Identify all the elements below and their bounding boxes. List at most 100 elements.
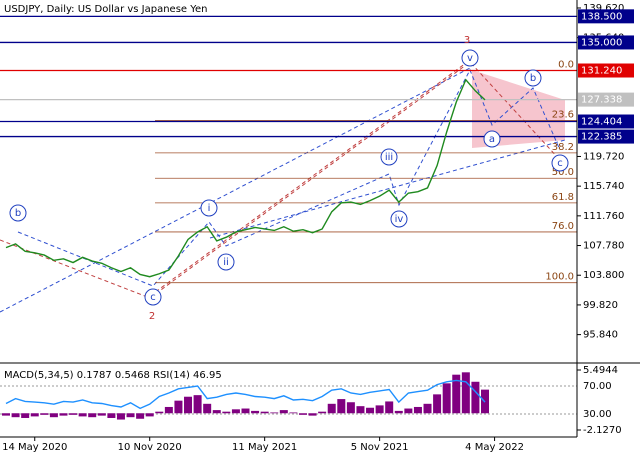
y2-tick-label: 70.00 xyxy=(583,381,612,392)
level-box xyxy=(578,129,634,144)
wave-label: v xyxy=(467,53,473,64)
macd-bar xyxy=(2,413,10,416)
macd-bar xyxy=(308,413,317,416)
macd-bar xyxy=(164,406,173,414)
wave-circle xyxy=(200,199,218,217)
macd-bar xyxy=(452,374,461,414)
level-label: 131.240 xyxy=(581,66,622,77)
x-tick-label: 11 May 2021 xyxy=(232,442,297,453)
level-label: 122.385 xyxy=(581,132,622,143)
macd-bar xyxy=(270,412,279,414)
indicator-label: MACD(5,34,5) 0.1787 0.5468 RSI(14) 46.95 xyxy=(4,370,222,381)
macd-bar xyxy=(97,413,106,416)
wave-label: b xyxy=(15,208,21,219)
macd-bar xyxy=(327,403,336,414)
macd-bar xyxy=(59,413,68,416)
wave-label: ii xyxy=(223,257,229,268)
macd-bar xyxy=(337,399,346,414)
macd-bar xyxy=(193,395,202,414)
wave-label: iv xyxy=(395,214,404,225)
y-tick-label: -2.1270 xyxy=(583,425,622,436)
wave-path xyxy=(0,61,561,299)
level-box xyxy=(578,114,634,129)
wave-label: 3 xyxy=(464,35,470,46)
y-tick-label: 107.780 xyxy=(583,241,624,252)
macd-bar xyxy=(78,413,87,417)
macd-bar xyxy=(136,413,145,419)
y-tick-label: 99.820 xyxy=(583,300,618,311)
macd-bar xyxy=(116,413,125,420)
macd-bar xyxy=(366,407,375,414)
wave-label: b xyxy=(530,73,536,84)
macd-bar xyxy=(375,405,384,414)
fib-label: 38.2 xyxy=(552,142,574,153)
wave-circle xyxy=(524,69,542,87)
wave-circle xyxy=(461,49,479,67)
macd-bar xyxy=(145,413,154,417)
y-tick-label: 119.720 xyxy=(583,151,624,162)
wave-circle xyxy=(144,288,162,306)
y2-tick-label: 30.00 xyxy=(583,409,612,420)
macd-bar xyxy=(212,410,221,414)
y-tick-label: 111.760 xyxy=(583,211,624,222)
macd-bar xyxy=(88,413,97,418)
level-box xyxy=(578,63,634,78)
rsi-line xyxy=(5,379,486,410)
macd-bar xyxy=(346,402,355,414)
fib-label: 23.6 xyxy=(552,109,574,120)
y-tick-label: 115.740 xyxy=(583,181,624,192)
macd-bar xyxy=(155,411,164,414)
macd-bar xyxy=(11,413,20,418)
x-tick-label: 10 Nov 2020 xyxy=(118,442,182,453)
y-tick-label: 139.620 xyxy=(583,3,624,14)
wave-path xyxy=(17,68,561,287)
level-box xyxy=(578,92,634,107)
wave-label: a xyxy=(489,134,495,145)
chart-title: USDJPY, Daily: US Dollar vs Japanese Yen xyxy=(4,4,208,15)
level-label: 124.404 xyxy=(581,117,622,128)
wave-label: iii xyxy=(385,152,393,163)
macd-bar xyxy=(279,410,288,414)
macd-bar xyxy=(413,406,422,414)
macd-bar xyxy=(21,413,30,418)
macd-bar xyxy=(461,372,470,414)
wave-label: c xyxy=(150,292,156,303)
fib-label: 61.8 xyxy=(552,192,574,203)
macd-bar xyxy=(260,411,269,414)
x-tick-label: 14 May 2020 xyxy=(2,442,67,453)
plot: 139.620135.640119.720115.740111.760107.7… xyxy=(0,3,634,453)
wave-label: c xyxy=(557,158,563,169)
macd-bar xyxy=(231,409,240,414)
macd-bar xyxy=(30,413,39,417)
macd-bar xyxy=(394,410,403,414)
wave-circle xyxy=(9,204,27,222)
price-line xyxy=(5,78,486,278)
level-label: 135.000 xyxy=(581,37,622,48)
macd-bar xyxy=(222,411,231,414)
macd-bar xyxy=(318,411,327,414)
macd-bar xyxy=(289,412,298,414)
macd-bar xyxy=(433,394,442,414)
wave-circle xyxy=(217,253,235,271)
y-tick-label: 103.800 xyxy=(583,270,624,281)
y-tick-label: 5.4944 xyxy=(583,365,618,376)
fib-label: 50.0 xyxy=(552,167,574,178)
macd-bar xyxy=(471,381,480,414)
x-tick-label: 5 Nov 2021 xyxy=(351,442,409,453)
macd-bar xyxy=(251,410,260,414)
x-tick-label: 4 May 2022 xyxy=(465,442,524,453)
macd-bar xyxy=(184,396,193,414)
macd-bar xyxy=(69,413,78,415)
macd-bar xyxy=(126,413,135,418)
wave-circle xyxy=(551,154,569,172)
macd-bar xyxy=(40,413,49,415)
macd-bar xyxy=(203,403,212,414)
level-label: 127.338 xyxy=(581,95,622,106)
macd-bar xyxy=(49,413,58,418)
channel-line xyxy=(0,67,471,313)
wave-label: 2 xyxy=(149,311,155,322)
macd-bar xyxy=(442,383,451,414)
macd-bar xyxy=(174,400,183,414)
